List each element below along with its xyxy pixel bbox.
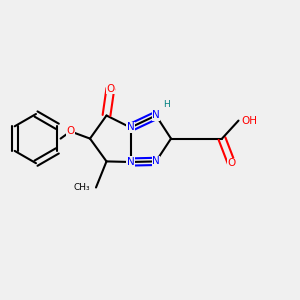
Text: N: N bbox=[127, 157, 134, 167]
Text: O: O bbox=[227, 158, 236, 169]
Text: H: H bbox=[163, 100, 170, 109]
Text: N: N bbox=[152, 110, 160, 121]
Text: OH: OH bbox=[242, 116, 257, 126]
Text: N: N bbox=[152, 156, 160, 167]
Text: N: N bbox=[127, 122, 134, 133]
Text: O: O bbox=[106, 83, 115, 94]
Text: O: O bbox=[66, 126, 75, 136]
Text: CH₃: CH₃ bbox=[74, 183, 90, 192]
